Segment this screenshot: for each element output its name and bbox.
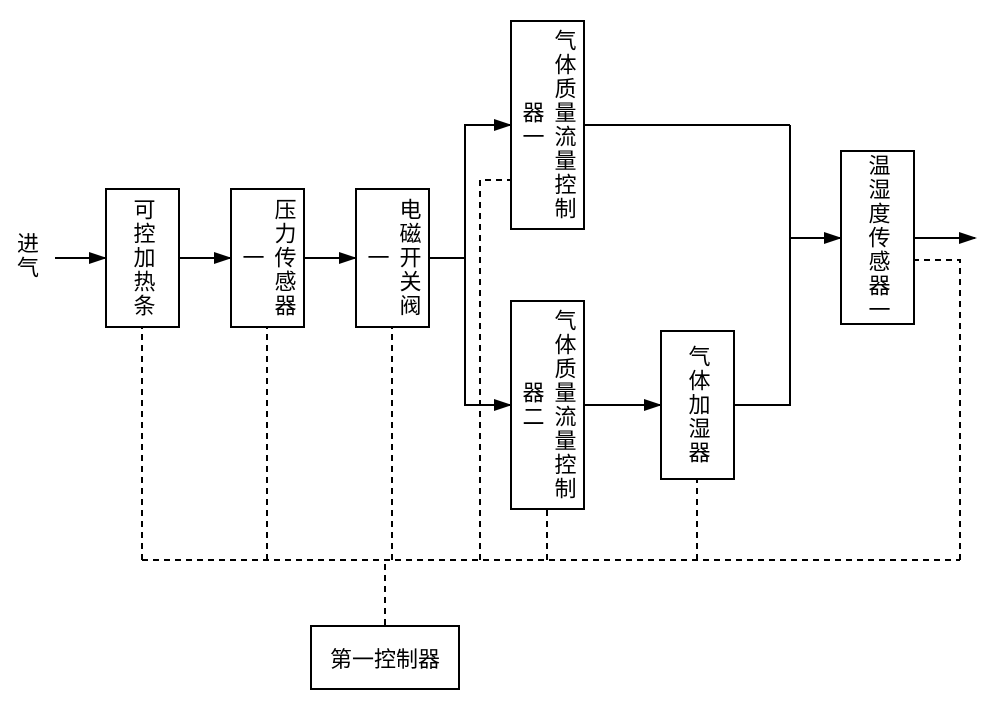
node-mfc2: 气体质量流量控制器二 [510,300,585,510]
control-edge [915,260,960,560]
node-controller: 第一控制器 [310,625,460,690]
node-humidifier-label: 气体加湿器 [682,345,714,465]
flow-edge [465,258,510,405]
node-humidifier: 气体加湿器 [660,330,735,480]
node-mfc2-label: 气体质量流量控制器二 [516,302,580,508]
node-pressure: 压力传感器一 [230,188,305,328]
node-controller-label: 第一控制器 [330,642,440,674]
node-mfc1-label: 气体质量流量控制器一 [516,22,580,228]
node-heater: 可控加热条 [105,188,180,328]
node-th_sensor-label: 温湿度传感器一 [862,154,894,322]
control-edge [480,180,510,560]
node-th_sensor: 温湿度传感器一 [840,150,915,325]
node-valve-label: 电磁开关阀一 [361,190,425,326]
flow-edge [735,125,790,405]
node-pressure-label: 压力传感器一 [236,190,300,326]
node-valve: 电磁开关阀一 [355,188,430,328]
connections-layer [0,0,1000,724]
node-heater-label: 可控加热条 [127,198,159,318]
flow-edge [465,125,510,258]
node-mfc1: 气体质量流量控制器一 [510,20,585,230]
